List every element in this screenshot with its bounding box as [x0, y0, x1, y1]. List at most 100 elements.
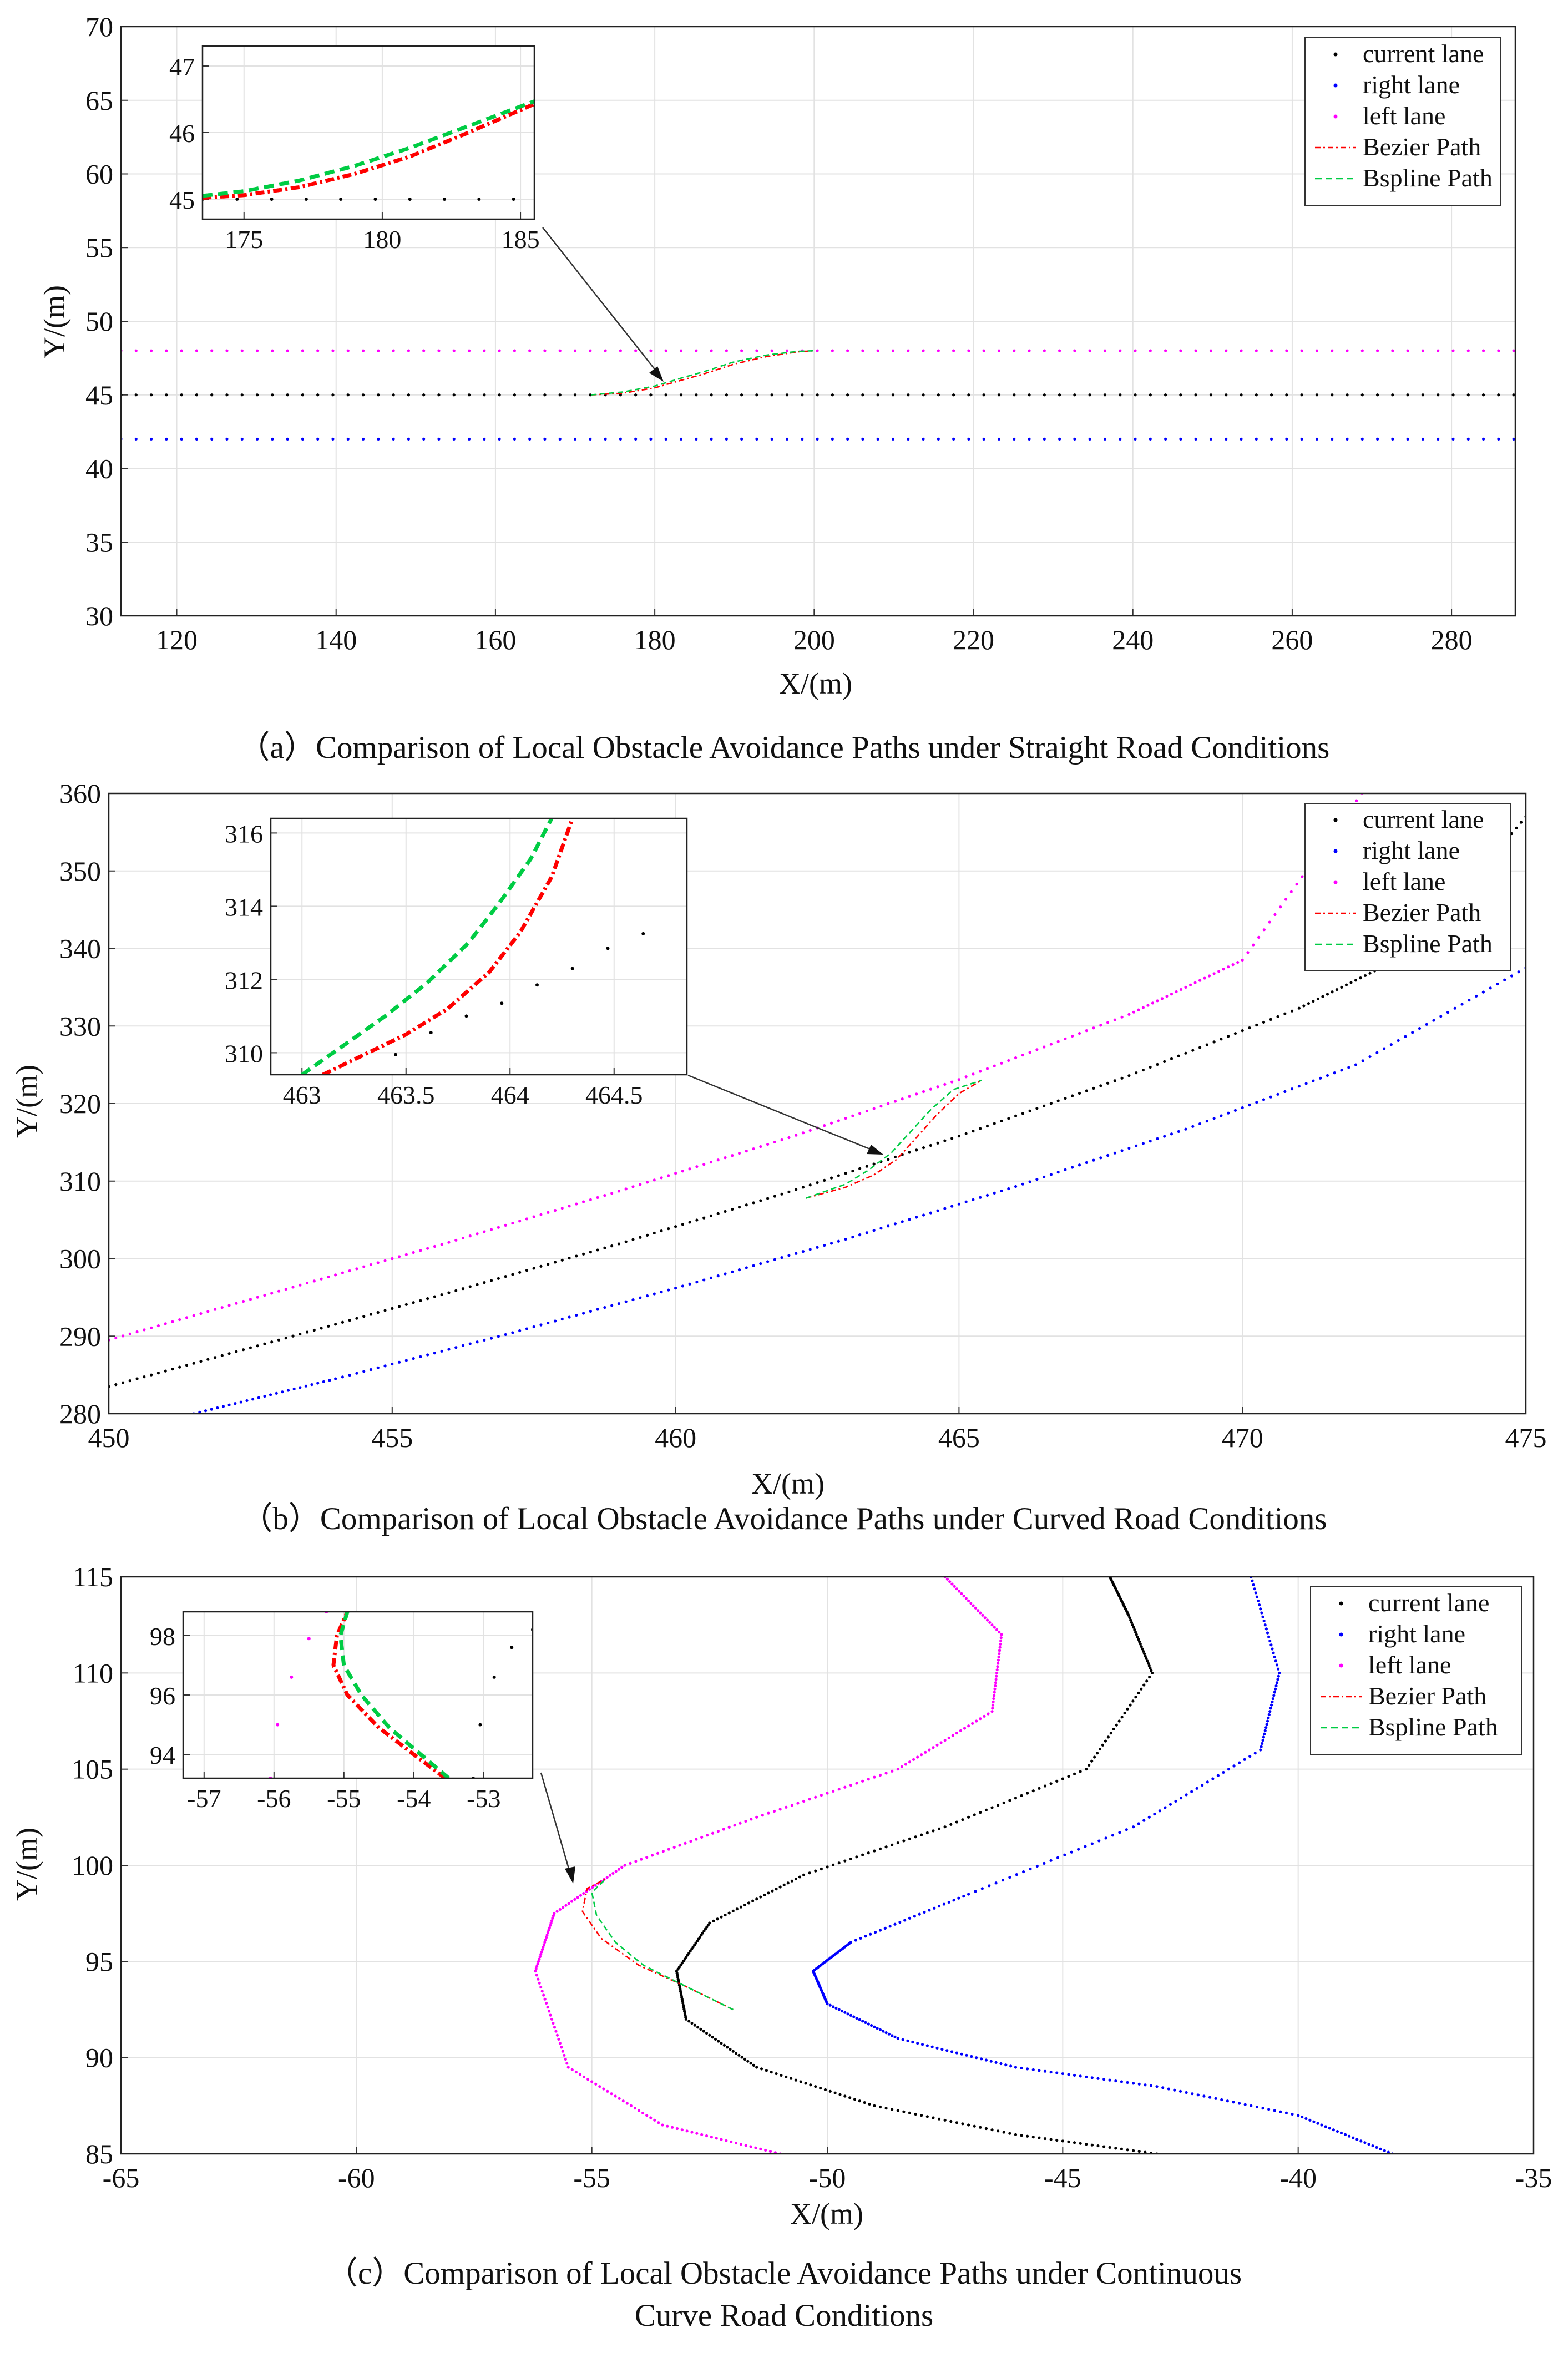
panel-b-series-current-lane-point: [1149, 1065, 1152, 1069]
panel-c-series-current-lane-point: [734, 2052, 738, 2055]
panel-c-series-current-lane-point: [1108, 2146, 1111, 2149]
panel-b-series-right-lane-point: [1503, 978, 1506, 981]
panel-a-series-right-lane-point: [528, 437, 532, 441]
panel-c-zoom-arrow: [540, 1772, 573, 1879]
panel-b-series-current-lane-point: [943, 1139, 947, 1142]
panel-c-series-right-lane-point: [1142, 1819, 1146, 1822]
panel-a-series-current-lane-point: [755, 393, 758, 397]
panel-b-series-current-lane-point: [766, 1197, 770, 1200]
panel-c-series-left-lane-point: [565, 2062, 569, 2065]
panel-b-series-right-lane-point: [1496, 982, 1499, 986]
panel-a-series-right-lane-point: [1088, 437, 1091, 441]
panel-c-series-left-lane-point: [546, 2006, 549, 2009]
panel-b-series-left-lane-point: [759, 1145, 762, 1148]
panel-a-inset-ytick-label: 47: [169, 53, 195, 81]
panel-b-inset-series-current-lane-point: [500, 1001, 504, 1005]
panel-c-series-left-lane-point: [990, 1710, 994, 1713]
panel-b-series-current-lane-point: [709, 1214, 713, 1217]
panel-c-inset-frame: [182, 1611, 534, 1779]
panel-c-series-left-lane-point: [645, 2114, 649, 2117]
panel-b-series-right-lane-point: [1383, 1047, 1386, 1050]
panel-b-series-current-lane-point: [617, 1242, 621, 1246]
panel-a-series-right-lane-point: [967, 437, 970, 441]
panel-c-series-right-lane-point: [940, 2047, 944, 2051]
panel-b-series-right-lane-point: [210, 1408, 213, 1411]
panel-a-series-left-lane-point: [437, 349, 441, 352]
panel-b-series-left-lane-point: [568, 1205, 571, 1208]
panel-b-series-current-lane-point: [702, 1216, 706, 1220]
panel-a-series-right-lane-point: [831, 437, 834, 441]
panel-c-series-left-lane-point: [614, 1870, 618, 1873]
panel-a-series-current-lane-point: [770, 393, 773, 397]
panel-b-series-current-lane-point: [1092, 1086, 1095, 1090]
panel-b-series-right-lane-point: [972, 1198, 975, 1201]
panel-b-series-right-lane-point: [617, 1302, 621, 1305]
panel-c-series-right-lane-point: [1266, 1631, 1269, 1635]
panel-a-series-current-lane-point: [1043, 393, 1046, 397]
panel-a-series-current-lane-point: [134, 393, 138, 397]
panel-c-series-current-lane-point: [1112, 1727, 1115, 1731]
panel-b-series-current-lane-point: [497, 1277, 500, 1280]
panel-c-ytick-label: 105: [72, 1754, 113, 1785]
panel-c-xtick-label: -60: [338, 2162, 375, 2193]
panel-b-series-current-lane-point: [1262, 1020, 1266, 1024]
panel-a-series-right-lane-point: [255, 437, 259, 441]
panel-b-series-current-lane-point: [851, 1169, 854, 1173]
panel-c-series-left-lane-point: [761, 1814, 764, 1817]
panel-c-series-current-lane-point: [979, 2126, 982, 2129]
panel-b-inset-series-current-lane: [394, 932, 645, 1056]
panel-b-series-current-lane-point: [1233, 1032, 1237, 1035]
panel-c-series-layer: [534, 1577, 1394, 2154]
panel-b-xtick-label: 465: [938, 1422, 980, 1453]
panel-c-series-right-lane-point: [1332, 2128, 1335, 2132]
panel-b-series-left-lane-point: [653, 1178, 656, 1182]
panel-c-series-left-lane-point: [547, 2010, 551, 2013]
panel-c-series-left-lane-point: [689, 1840, 692, 1843]
panel-a-series-bezier-path-line: [591, 350, 815, 396]
panel-c-series-left-lane-point: [544, 1938, 547, 1941]
panel-c-series-current-lane-point: [717, 2040, 720, 2043]
panel-c-series-right-lane-point: [1084, 1845, 1087, 1848]
panel-c-series-left-lane-point: [538, 1981, 541, 1985]
panel-b-series-right-lane-point: [1389, 1043, 1393, 1046]
panel-b-series-current-lane-point: [489, 1279, 493, 1282]
panel-c-series-left-lane-point: [623, 1864, 626, 1867]
panel-b-series-current-lane-point: [964, 1132, 968, 1135]
panel-b-legend-item-label: current lane: [1363, 805, 1484, 833]
panel-c-series-right-lane-point: [1179, 1797, 1183, 1800]
panel-c-series-current-lane-point: [749, 2062, 752, 2065]
panel-a-series-right-lane-point: [1512, 437, 1515, 441]
panel-b-series-right-lane-point: [752, 1264, 755, 1267]
panel-c-series-current-lane-point: [722, 2043, 726, 2047]
panel-b-series-current-lane-point: [610, 1244, 614, 1248]
panel-b-series-current-lane-point: [1269, 1018, 1272, 1021]
panel-b-series-current-lane-point: [185, 1364, 189, 1367]
panel-b-series-right-lane-point: [865, 1231, 868, 1234]
panel-b-series-left-lane-point: [404, 1253, 408, 1256]
panel-b-series-left-lane-point: [213, 1308, 217, 1311]
panel-b-series-right-lane-point: [1085, 1161, 1088, 1165]
panel-c-series-current-lane-point: [770, 2071, 773, 2074]
panel-c-series-right-lane-point: [1268, 1710, 1272, 1713]
panel-b-ytick-label: 340: [59, 933, 101, 964]
panel-a-series-right-lane-point: [573, 437, 577, 441]
panel-a-series-left-lane-point: [422, 349, 426, 352]
panel-b-series-left-lane-point: [1078, 1031, 1081, 1035]
panel-b-series-left-lane-point: [1141, 1006, 1145, 1009]
panel-b-series-current-lane-point: [440, 1293, 443, 1297]
panel-a-series-right-lane-point: [664, 437, 667, 441]
panel-b-series-left-lane-point: [695, 1165, 699, 1168]
panel-c-series-right-lane-point: [1275, 1681, 1279, 1684]
panel-c-series-right-lane-point: [876, 2027, 879, 2030]
panel-b-series-right-lane-point: [553, 1319, 557, 1323]
panel-a-series-current-lane-point: [664, 393, 667, 397]
panel-a-series-right-lane-point: [1058, 437, 1061, 441]
panel-b-series-right-lane-point: [631, 1298, 635, 1302]
panel-b-series-right-lane-point: [1319, 1076, 1322, 1080]
panel-a-legend-item-label: Bezier Path: [1363, 133, 1481, 161]
panel-b-series-left-lane-point: [164, 1322, 167, 1325]
panel-b-series-right-lane-point: [310, 1383, 313, 1387]
panel-c-xtick-label: -55: [573, 2162, 610, 2193]
